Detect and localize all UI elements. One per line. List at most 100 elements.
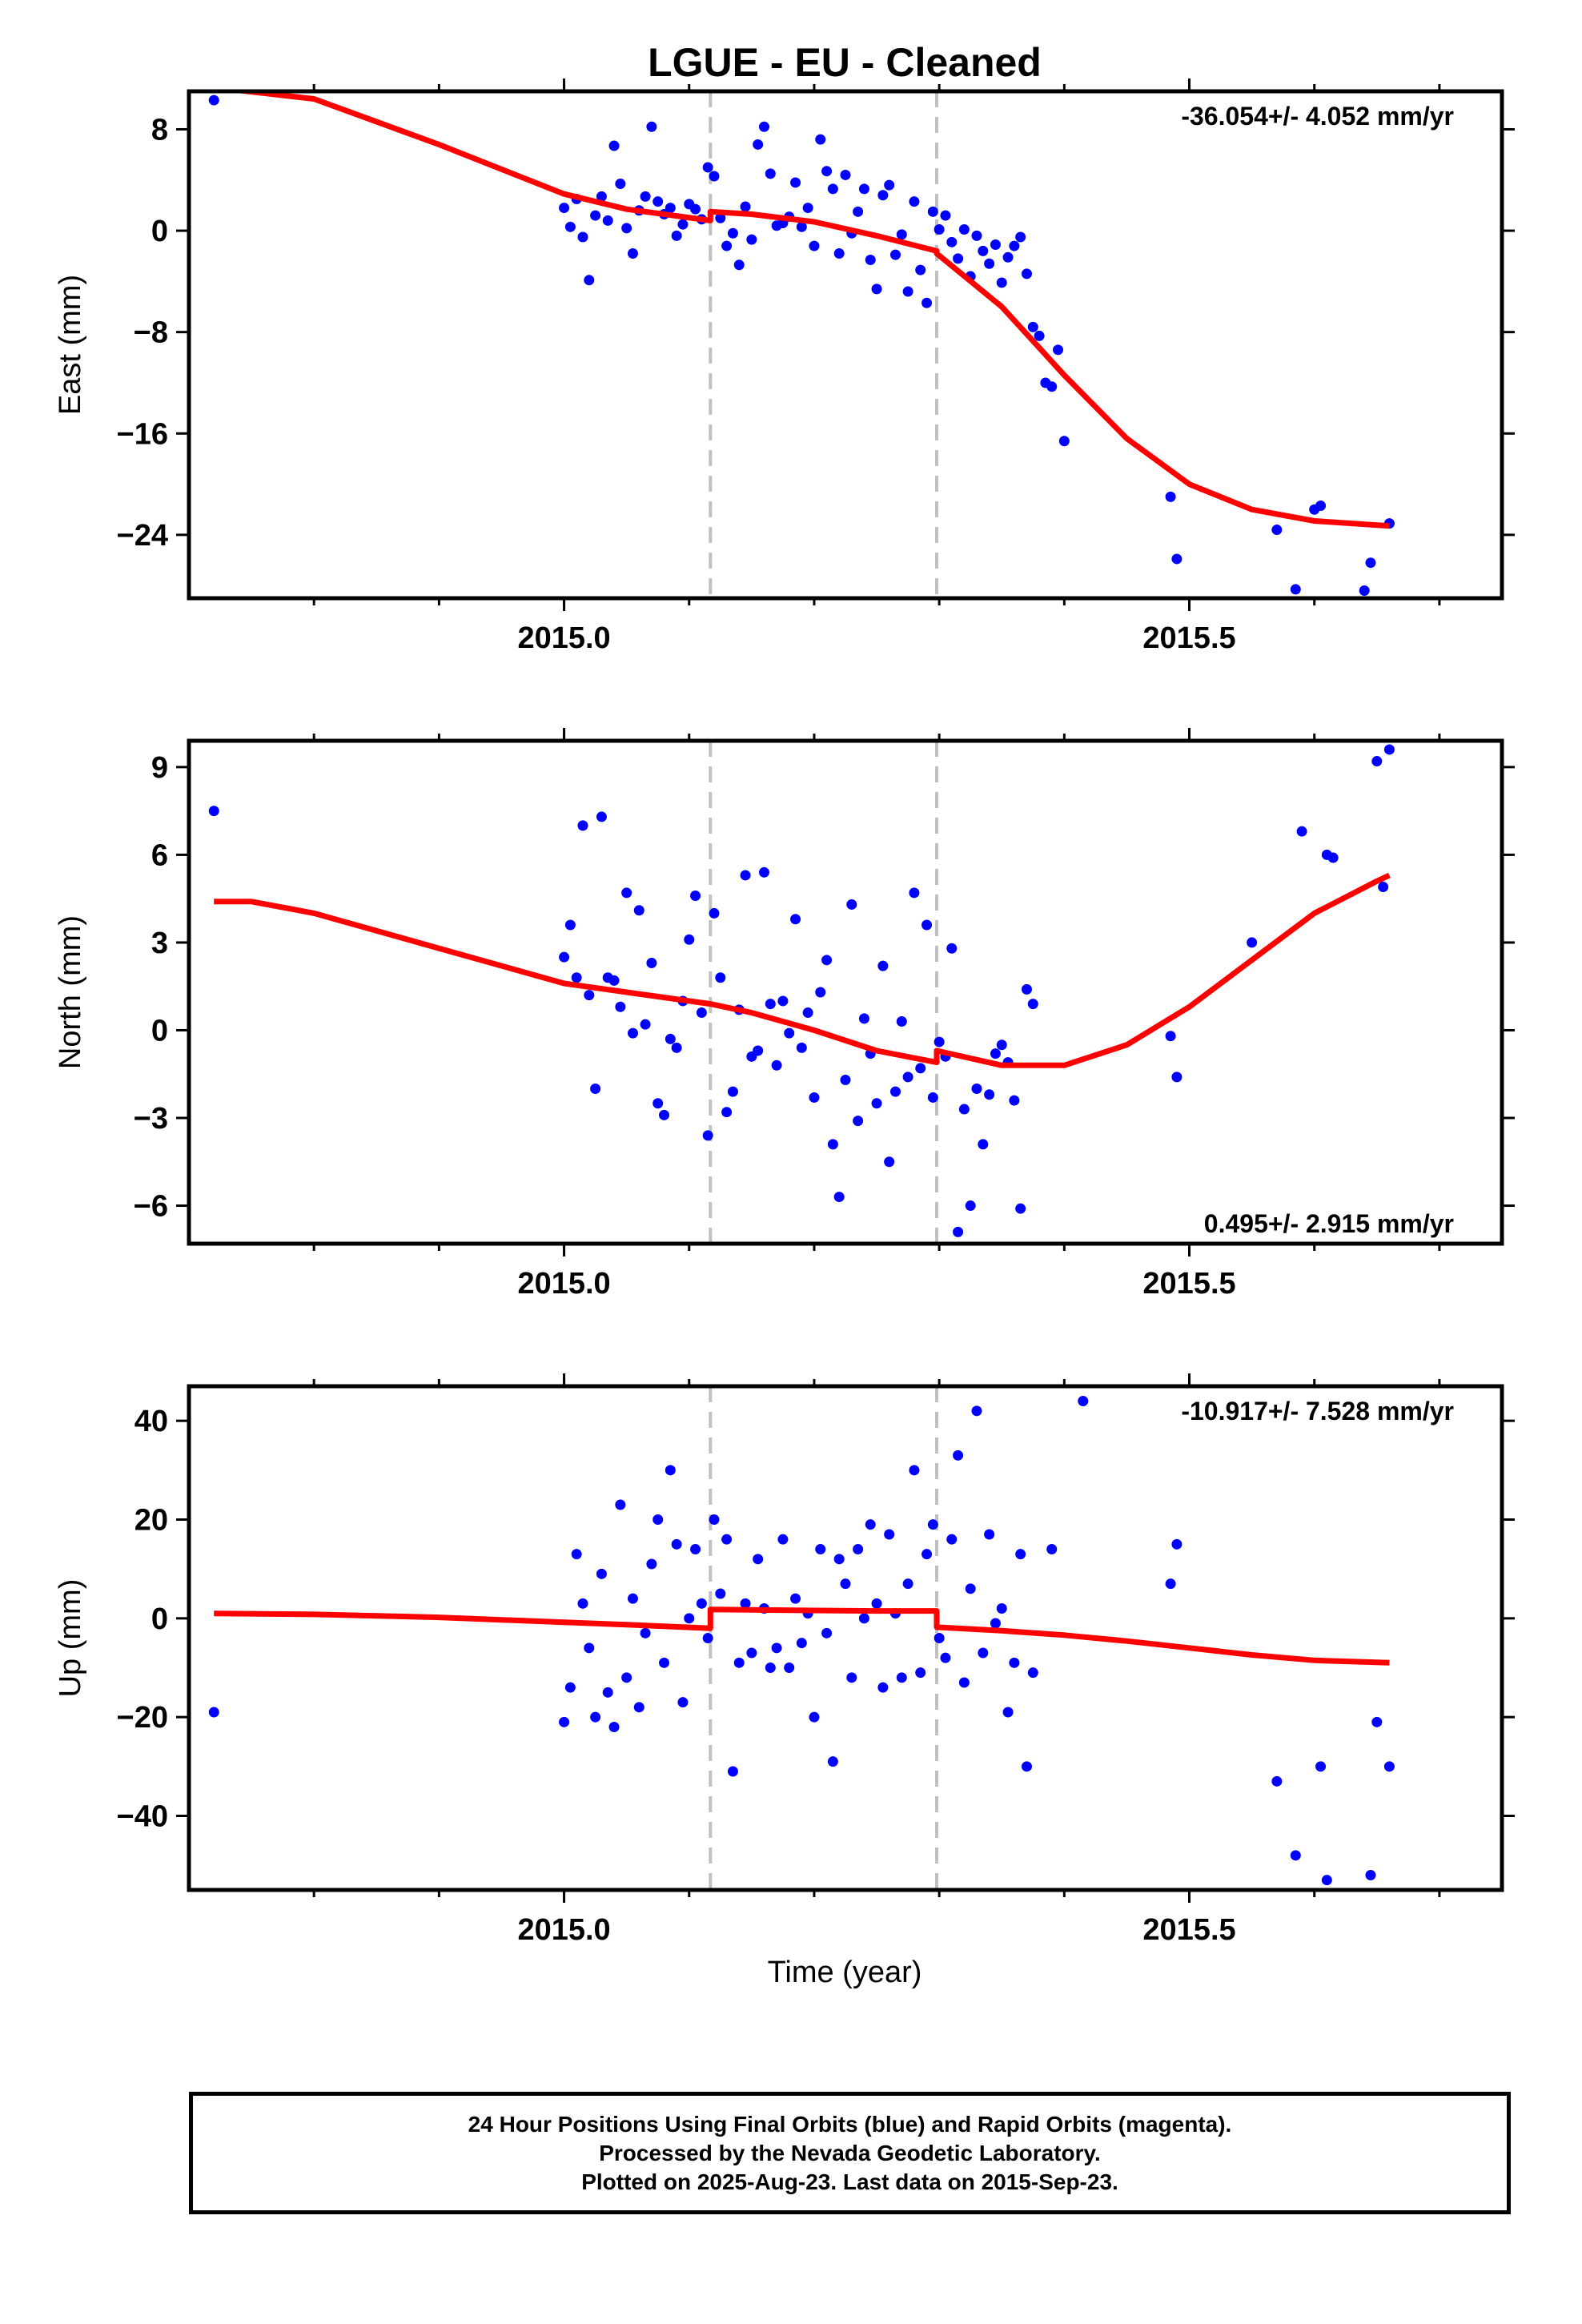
data-point	[1378, 882, 1389, 893]
data-point	[940, 1652, 951, 1663]
data-point	[696, 1598, 707, 1609]
data-point	[564, 221, 576, 232]
data-point	[884, 1156, 895, 1168]
data-point	[684, 1613, 695, 1624]
data-point	[640, 1627, 651, 1638]
data-point	[965, 1200, 976, 1212]
data-point	[721, 240, 733, 251]
data-point	[1046, 1544, 1058, 1554]
data-point	[846, 1672, 857, 1683]
data-point	[877, 190, 889, 201]
y-tick-label: −6	[134, 1190, 168, 1224]
data-point	[727, 227, 738, 239]
x-tick-label: 2015.5	[1142, 621, 1235, 655]
data-point	[802, 1007, 813, 1019]
data-point	[1327, 852, 1339, 863]
data-point	[590, 1083, 601, 1094]
y-tick-label: −20	[117, 1701, 168, 1735]
data-point	[990, 1048, 1001, 1059]
data-point	[602, 215, 613, 226]
data-point	[915, 264, 926, 275]
data-point	[753, 1045, 764, 1056]
data-point	[940, 210, 951, 221]
data-point	[896, 1016, 907, 1027]
data-point	[709, 171, 720, 182]
data-points	[208, 1396, 1395, 1886]
data-point	[815, 1544, 826, 1554]
data-point	[902, 286, 913, 297]
y-tick-label: 3	[151, 927, 168, 960]
data-point	[671, 1538, 682, 1550]
data-point	[608, 140, 620, 151]
data-points	[208, 94, 1395, 597]
data-point	[1058, 436, 1070, 447]
data-point	[633, 1702, 644, 1713]
data-point	[821, 1627, 833, 1638]
data-point	[1015, 1203, 1026, 1214]
data-point	[953, 1226, 964, 1237]
data-point	[627, 1027, 638, 1039]
data-point	[1371, 1716, 1383, 1727]
x-tick-label: 2015.0	[517, 1267, 610, 1301]
data-point	[577, 820, 588, 831]
data-point	[978, 1647, 989, 1659]
data-point	[833, 248, 845, 259]
data-point	[596, 811, 607, 822]
y-axis-label: Up (mm)	[54, 1579, 87, 1698]
rate-label: -36.054+/- 4.052 mm/yr	[1181, 102, 1454, 131]
data-point	[978, 1139, 989, 1150]
data-point	[564, 1682, 576, 1693]
data-point	[646, 957, 657, 968]
data-point	[790, 177, 801, 188]
data-point	[1171, 553, 1182, 565]
data-point	[853, 1544, 864, 1554]
data-point	[652, 1098, 664, 1109]
y-tick-label: 8	[151, 113, 168, 147]
data-point	[627, 1593, 638, 1604]
data-point	[208, 806, 219, 817]
data-point	[971, 1405, 982, 1417]
x-tick-label: 2015.5	[1142, 1267, 1235, 1301]
data-point	[915, 1063, 926, 1074]
data-point	[1383, 744, 1395, 755]
data-point	[633, 905, 644, 916]
data-point	[953, 253, 964, 264]
data-point	[877, 960, 889, 971]
data-point	[884, 179, 895, 191]
data-point	[871, 283, 882, 295]
data-point	[1171, 1538, 1182, 1550]
data-point	[1021, 268, 1032, 279]
data-point	[802, 203, 813, 214]
data-point	[946, 943, 958, 954]
data-point	[564, 919, 576, 931]
data-point	[1171, 1072, 1182, 1083]
data-point	[909, 196, 920, 207]
data-point	[865, 1519, 876, 1530]
data-point	[927, 1092, 938, 1103]
data-point	[827, 1756, 838, 1767]
data-point	[927, 206, 938, 217]
panel-1: 2015.0 2015.5 8 0 −8 −16 −24 East (mm) -36.054+/…	[54, 78, 1515, 655]
data-point	[590, 1711, 601, 1723]
data-point	[853, 206, 864, 217]
y-tick-label: 9	[151, 751, 168, 785]
data-point	[921, 297, 933, 308]
y-tick-label: 40	[135, 1405, 168, 1438]
data-point	[758, 121, 769, 132]
data-point	[646, 121, 657, 132]
y-tick-label: −16	[117, 417, 168, 451]
data-point	[896, 1672, 907, 1683]
data-point	[1315, 500, 1327, 511]
plot-frame	[187, 1384, 1504, 1892]
data-point	[596, 191, 607, 202]
data-point	[915, 1667, 926, 1679]
data-point	[702, 1633, 713, 1643]
data-point	[1321, 1875, 1332, 1886]
data-point	[758, 866, 769, 878]
footer-line-2: Processed by the Nevada Geodetic Laborat…	[599, 2140, 1101, 2165]
data-point	[640, 191, 651, 202]
data-point	[865, 254, 876, 265]
data-point	[771, 1642, 782, 1654]
data-point	[827, 183, 838, 195]
panel-3: 2015.0 2015.5 40 20 0 −20 −40 Up (mm) -10.917+/-…	[54, 1373, 1515, 1947]
